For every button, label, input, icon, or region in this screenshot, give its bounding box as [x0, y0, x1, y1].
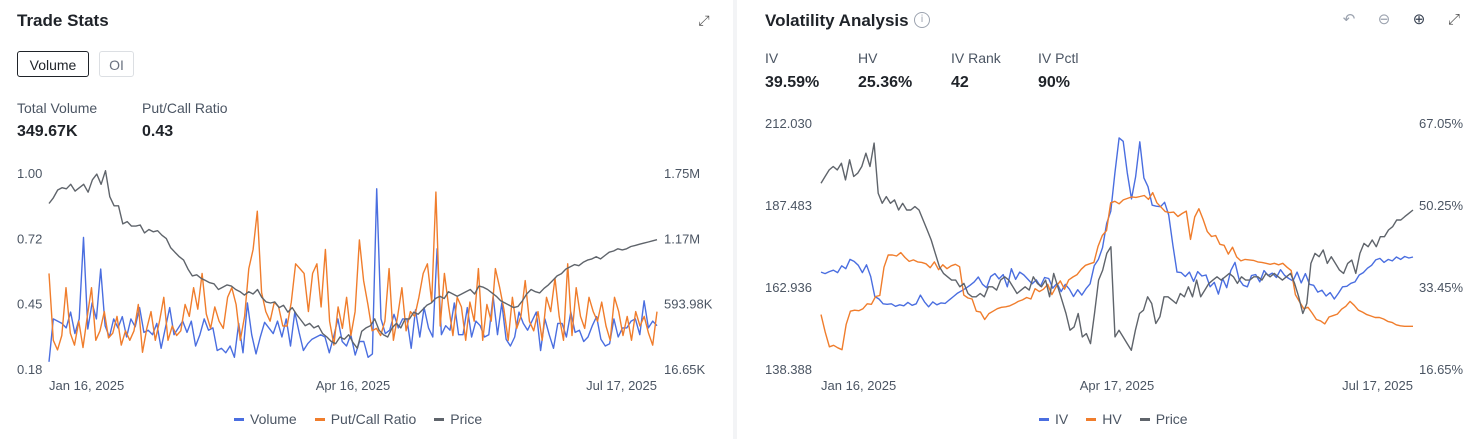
y-right-tick-label: 16.65%	[1419, 362, 1464, 377]
volatility-panel: Volatility Analysis i ↶ ⊖ ⊕ ⤢ IV 39.59% …	[737, 0, 1472, 439]
y-left-tick-label: 138.388	[765, 362, 812, 377]
legend-item-price[interactable]: Price	[434, 411, 482, 427]
expand-icon[interactable]: ⤢	[1447, 11, 1460, 28]
info-icon[interactable]: i	[914, 12, 930, 28]
trade-stats-title: Trade Stats	[17, 11, 109, 30]
legend-swatch-hv	[1086, 417, 1097, 421]
put-call-ratio-label: Put/Call Ratio	[142, 100, 228, 116]
iv-pctl-value: 90%	[1038, 74, 1071, 91]
zoom-in-icon[interactable]: ⊕	[1412, 11, 1426, 28]
y-right-tick-label: 33.45%	[1419, 280, 1464, 295]
zoom-out-icon[interactable]: ⊖	[1377, 11, 1391, 28]
y-left-tick-label: 212.030	[765, 116, 812, 131]
iv-value: 39.59%	[765, 74, 820, 91]
legend-label-price: Price	[1155, 411, 1188, 427]
y-right-tick-label: 1.75M	[664, 166, 700, 181]
trade-stats-legend: Volume Put/Call Ratio Price	[234, 411, 482, 427]
iv-pctl-label: IV Pctl	[1038, 50, 1079, 66]
y-right-tick-label: 16.65K	[664, 362, 706, 377]
legend-label-volume: Volume	[250, 411, 297, 427]
legend-label-iv: IV	[1055, 411, 1069, 427]
legend-swatch-volume	[234, 417, 244, 421]
y-left-tick-label: 1.00	[17, 166, 42, 181]
iv-label: IV	[765, 50, 779, 66]
x-tick-label: Jul 17, 2025	[1342, 378, 1413, 393]
legend-label-put-call-ratio: Put/Call Ratio	[330, 411, 417, 427]
y-left-tick-label: 0.45	[17, 297, 42, 312]
y-left-tick-label: 187.483	[765, 198, 812, 213]
x-tick-label: Jan 16, 2025	[49, 378, 124, 393]
hv-value: 25.36%	[858, 74, 913, 91]
x-tick-label: Jul 17, 2025	[586, 378, 657, 393]
volatility-legend: IV HV Price	[1039, 411, 1188, 427]
iv-rank-value: 42	[951, 74, 969, 91]
legend-label-hv: HV	[1102, 411, 1122, 427]
legend-swatch-price	[434, 417, 445, 421]
x-tick-label: Jan 16, 2025	[821, 378, 896, 393]
y-right-tick-label: 1.17M	[664, 231, 700, 246]
y-left-tick-label: 162.936	[765, 280, 812, 295]
series-line-volume[interactable]	[48, 188, 658, 362]
series-line-price[interactable]	[48, 169, 658, 349]
legend-item-put-call-ratio[interactable]: Put/Call Ratio	[314, 411, 417, 427]
legend-swatch-price	[1139, 417, 1150, 421]
undo-icon[interactable]: ↶	[1342, 11, 1356, 28]
hv-label: HV	[858, 50, 878, 66]
legend-swatch-iv	[1039, 417, 1049, 421]
legend-swatch-put-call-ratio	[314, 417, 325, 421]
legend-label-price: Price	[450, 411, 483, 427]
y-right-tick-label: 67.05%	[1419, 116, 1464, 131]
y-left-tick-label: 0.72	[17, 231, 42, 246]
y-right-tick-label: 593.98K	[664, 297, 713, 312]
series-line-hv[interactable]	[820, 191, 1413, 351]
legend-item-hv[interactable]: HV	[1086, 411, 1122, 427]
trade-stats-panel: Trade Stats ⤢ Volume OI Total Volume 349…	[0, 0, 733, 439]
tab-oi[interactable]: OI	[99, 51, 134, 77]
legend-item-volume[interactable]: Volume	[234, 411, 297, 427]
x-tick-label: Apr 16, 2025	[316, 378, 390, 393]
put-call-ratio-value: 0.43	[142, 123, 174, 140]
total-volume-value: 349.67K	[17, 123, 78, 140]
expand-icon[interactable]: ⤢	[698, 12, 710, 28]
y-right-tick-label: 50.25%	[1419, 198, 1464, 213]
tab-volume[interactable]: Volume	[17, 51, 89, 77]
series-line-price[interactable]	[820, 142, 1414, 351]
trade-stats-chart[interactable]: 1.00 0.72 0.45 0.18 1.75M 1.17M 593.98K 16.65K J…	[0, 0, 733, 400]
total-volume-label: Total Volume	[17, 100, 98, 116]
legend-item-iv[interactable]: IV	[1039, 411, 1068, 427]
y-left-tick-label: 0.18	[17, 362, 42, 377]
legend-item-price[interactable]: Price	[1139, 411, 1188, 427]
x-tick-label: Apr 17, 2025	[1080, 378, 1154, 393]
volatility-title: Volatility Analysis	[765, 11, 909, 30]
series-line-put-call-ratio[interactable]	[48, 191, 658, 353]
volatility-chart[interactable]: 212.030 187.483 162.936 138.388 67.05% 50.25%…	[737, 0, 1472, 400]
iv-rank-label: IV Rank	[951, 50, 1001, 66]
series-line-iv[interactable]	[820, 137, 1414, 308]
